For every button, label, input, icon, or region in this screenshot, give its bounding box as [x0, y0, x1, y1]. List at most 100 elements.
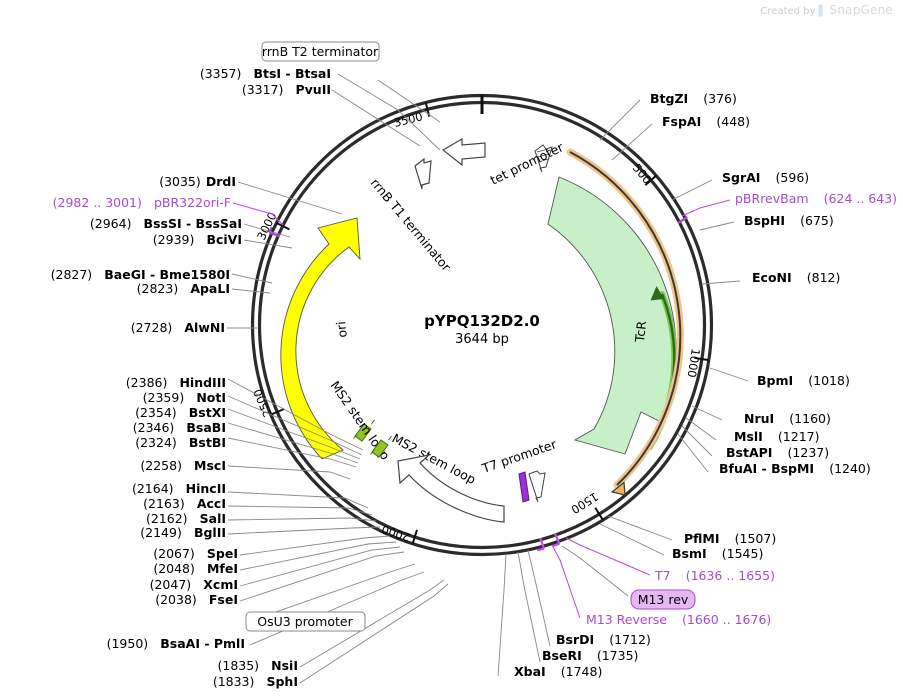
site-pos: (2359): [143, 390, 185, 405]
primer-row-pbrrevbam[interactable]: pBRrevBam (624 .. 643): [735, 188, 897, 207]
site-row[interactable]: NruI (1160): [744, 408, 831, 427]
site-row[interactable]: BtgZI (376): [650, 88, 737, 107]
site-labels-left: (3357) BtsI - BtsaI (3317) PvuII (3035) …: [51, 63, 331, 690]
site-row[interactable]: (2048) MfeI: [153, 558, 238, 577]
site-pos: (3357): [200, 66, 242, 81]
site-pos: (2964): [90, 216, 132, 231]
site-row[interactable]: (2162) SalI: [146, 508, 226, 527]
label-rrnb-t2-terminator: rrnB T2 terminator: [262, 44, 379, 59]
primer-range: (1636 .. 1655): [686, 568, 775, 583]
feature-tet-promoter[interactable]: tet promoter: [488, 139, 567, 188]
site-name: BsaBI: [186, 420, 226, 435]
feature-ori[interactable]: ori: [280, 217, 361, 460]
site-row[interactable]: (1833) SphI: [213, 671, 298, 690]
feature-label-rrnb-t1: rrnB T1 terminator: [368, 175, 455, 274]
label-box-osu3-promoter[interactable]: OsU3 promoter: [245, 611, 366, 632]
site-pos: (596): [776, 170, 810, 185]
site-row[interactable]: BspHI (675): [744, 210, 834, 229]
site-row[interactable]: (2728) AlwNI: [131, 317, 225, 336]
leader-lines: [227, 73, 749, 684]
site-row[interactable]: (2354) BstXI: [135, 402, 226, 421]
site-name: DrdI: [206, 174, 236, 189]
site-row[interactable]: BseRI (1735): [542, 645, 638, 664]
site-row[interactable]: (2359) NotI: [143, 387, 226, 406]
site-name: BtsI - BtsaI: [253, 66, 331, 81]
site-row[interactable]: (1835) NsiI: [217, 655, 298, 674]
primer-row-t7[interactable]: T7 (1636 .. 1655): [654, 565, 775, 584]
site-pos: (1748): [561, 664, 603, 679]
feature-rrnb-t2-terminator[interactable]: [441, 137, 486, 167]
site-name: AccI: [197, 496, 226, 511]
feature-tcr[interactable]: TcR: [547, 176, 677, 455]
site-name: SphI: [266, 674, 298, 689]
label-box-m13-rev[interactable]: M13 rev: [630, 589, 696, 610]
site-row[interactable]: BsrDI (1712): [556, 629, 651, 648]
site-name: BpmI: [757, 373, 793, 388]
site-name: MscI: [194, 458, 226, 473]
tick-label-2000: 2000: [380, 522, 412, 544]
site-pos: (812): [807, 270, 841, 285]
site-row[interactable]: SgrAI (596): [722, 167, 809, 186]
site-row[interactable]: BstAPI (1237): [726, 442, 829, 461]
primer-range: (2982 .. 3001): [53, 195, 142, 210]
site-row[interactable]: XbaI (1748): [514, 661, 602, 680]
site-pos: (2067): [153, 546, 195, 561]
site-pos: (1018): [808, 373, 850, 388]
site-row[interactable]: (2067) SpeI: [153, 543, 238, 562]
site-row[interactable]: (3035) DrdI: [159, 171, 236, 190]
site-name: MslI: [734, 429, 763, 444]
feature-t7-promoter[interactable]: T7 promoter: [479, 436, 559, 503]
site-name: BfuAI - BspMI: [719, 461, 814, 476]
feature-rrnb-t1-terminator[interactable]: rrnB T1 terminator: [368, 157, 455, 275]
site-pos: (2038): [155, 592, 197, 607]
label-box-rrnb-t2-terminator[interactable]: rrnB T2 terminator: [261, 41, 380, 62]
primer-row-pbr322ori-f[interactable]: (2982 .. 3001) pBR322ori-F: [53, 192, 231, 211]
site-row[interactable]: (2038) FseI: [155, 589, 238, 608]
site-name: BciVI: [206, 232, 242, 247]
feature-label-t7-promoter: T7 promoter: [479, 436, 559, 476]
site-pos: (1160): [789, 411, 831, 426]
site-name: HincII: [186, 481, 226, 496]
site-row[interactable]: (2164) HincII: [132, 478, 226, 497]
primer-name: T7: [654, 568, 671, 583]
site-row[interactable]: FspAI (448): [662, 111, 750, 130]
site-pos: (2346): [133, 420, 175, 435]
site-row[interactable]: (2258) MscI: [140, 455, 226, 474]
site-name: SgrAI: [722, 170, 760, 185]
site-row[interactable]: (2827) BaeGI - Bme1580I: [51, 264, 230, 283]
site-pos: (1833): [213, 674, 255, 689]
site-row[interactable]: (3317) PvuII: [242, 79, 331, 98]
feature-osu3-promoter-arrow[interactable]: [397, 453, 505, 523]
site-row[interactable]: BsmI (1545): [672, 543, 763, 562]
site-row[interactable]: PflMI (1507): [684, 528, 776, 547]
site-row[interactable]: (2964) BssSI - BssSaI: [90, 213, 242, 232]
site-row[interactable]: (3357) BtsI - BtsaI: [200, 63, 331, 82]
site-name: XcmI: [203, 577, 238, 592]
primer-range: (624 .. 643): [824, 191, 897, 206]
site-row[interactable]: (2939) BciVI: [153, 229, 242, 248]
site-row[interactable]: (2047) XcmI: [150, 574, 238, 593]
site-row[interactable]: (2386) HindIII: [126, 372, 226, 391]
site-pos: (2162): [146, 511, 188, 526]
site-name: EcoNI: [752, 270, 792, 285]
site-row[interactable]: (2823) ApaLI: [137, 278, 230, 297]
site-pos: (448): [716, 114, 750, 129]
primer-name: M13 Reverse: [586, 612, 667, 627]
site-pos: (376): [703, 91, 737, 106]
site-pos: (675): [800, 213, 834, 228]
primer-row-m13-reverse[interactable]: M13 Reverse (1660 .. 1676): [586, 609, 771, 628]
site-pos: (2163): [143, 496, 185, 511]
site-row[interactable]: MslI (1217): [734, 426, 820, 445]
site-pos: (2386): [126, 375, 168, 390]
site-row[interactable]: BpmI (1018): [757, 370, 850, 389]
site-row[interactable]: EcoNI (812): [752, 267, 840, 286]
site-row[interactable]: (2324) BstBI: [135, 432, 226, 451]
site-row[interactable]: (2149) BglII: [140, 522, 226, 541]
site-row[interactable]: (2346) BsaBI: [133, 417, 226, 436]
site-row[interactable]: (2163) AccI: [143, 493, 226, 512]
site-row[interactable]: BfuAI - BspMI (1240): [719, 458, 871, 477]
site-name: BsaAI - PmlI: [160, 636, 245, 651]
primer-range: (1660 .. 1676): [682, 612, 771, 627]
site-row[interactable]: (1950) BsaAI - PmlI: [107, 633, 245, 652]
